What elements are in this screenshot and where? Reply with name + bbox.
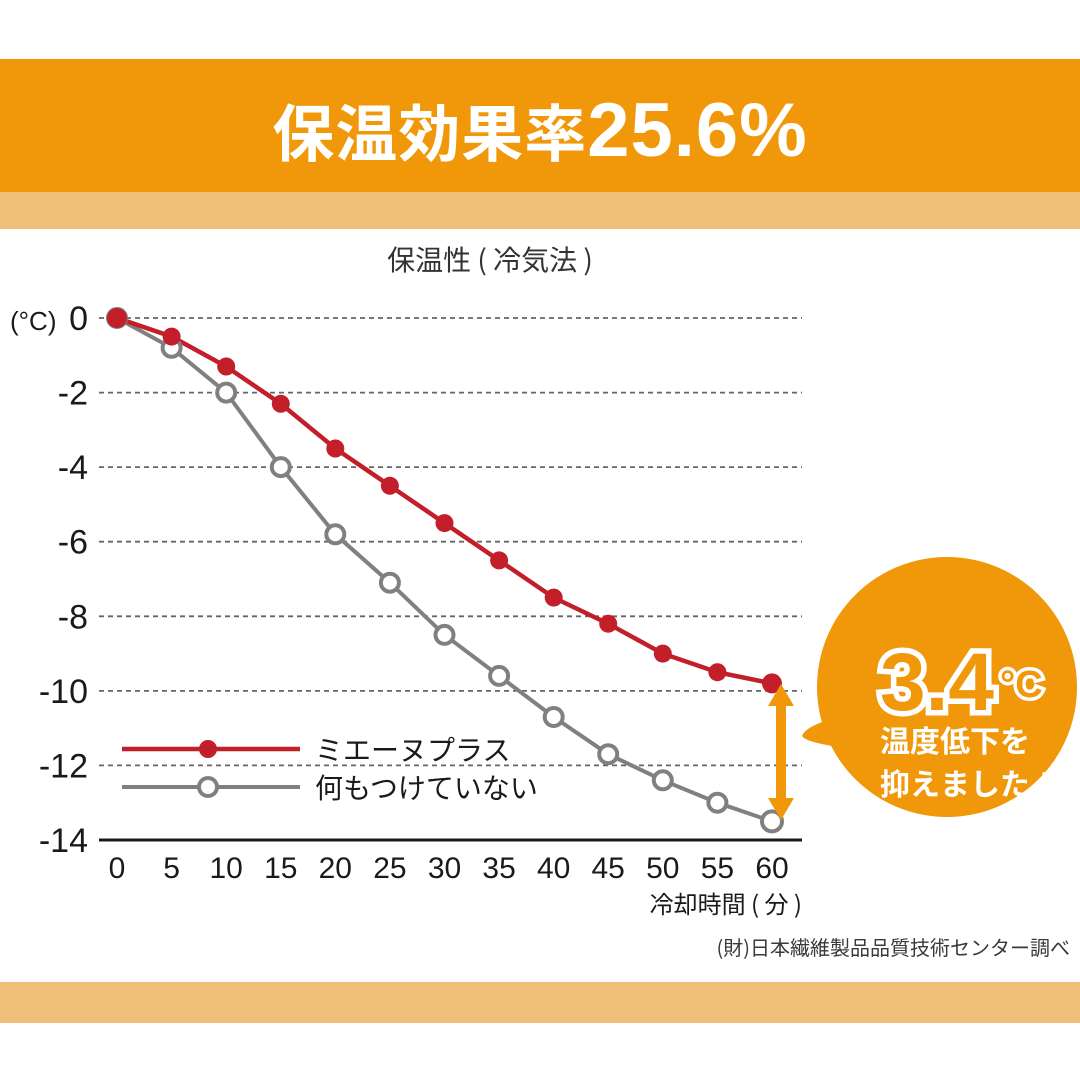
svg-text:冷却時間 ( 分 ): 冷却時間 ( 分 ) [650, 885, 802, 920]
svg-text:3.4: 3.4 [880, 637, 994, 728]
svg-text:45: 45 [592, 852, 625, 885]
svg-text:25: 25 [373, 852, 406, 885]
svg-text:5: 5 [163, 852, 180, 885]
svg-text:ミエーヌプラス: ミエーヌプラス [315, 729, 510, 769]
svg-text:20: 20 [319, 852, 352, 885]
svg-text:(財)日本繊維製品品質技術センター調べ: (財)日本繊維製品品質技術センター調べ [716, 932, 1070, 961]
svg-text:何もつけていない: 何もつけていない [315, 767, 538, 807]
svg-text:35: 35 [482, 852, 515, 885]
svg-text:-12: -12 [39, 747, 88, 785]
svg-text:抑えました！: 抑えました！ [880, 760, 1060, 804]
svg-text:(°C): (°C) [10, 306, 57, 336]
svg-text:50: 50 [646, 852, 679, 885]
svg-text:-2: -2 [58, 375, 88, 413]
svg-text:°C: °C [1000, 664, 1043, 706]
svg-text:0: 0 [69, 300, 88, 338]
svg-text:10: 10 [210, 852, 243, 885]
svg-text:-10: -10 [39, 673, 88, 711]
svg-text:-14: -14 [39, 822, 88, 860]
svg-text:保温性 ( 冷気法 ): 保温性 ( 冷気法 ) [387, 239, 593, 279]
svg-text:0: 0 [109, 852, 126, 885]
svg-text:-4: -4 [58, 449, 88, 487]
svg-text:30: 30 [428, 852, 461, 885]
svg-text:55: 55 [701, 852, 734, 885]
svg-text:60: 60 [755, 852, 788, 885]
svg-text:温度低下を: 温度低下を [880, 717, 1030, 761]
svg-text:15: 15 [264, 852, 297, 885]
svg-text:-6: -6 [58, 524, 88, 562]
svg-text:40: 40 [537, 852, 570, 885]
svg-text:-8: -8 [58, 598, 88, 636]
